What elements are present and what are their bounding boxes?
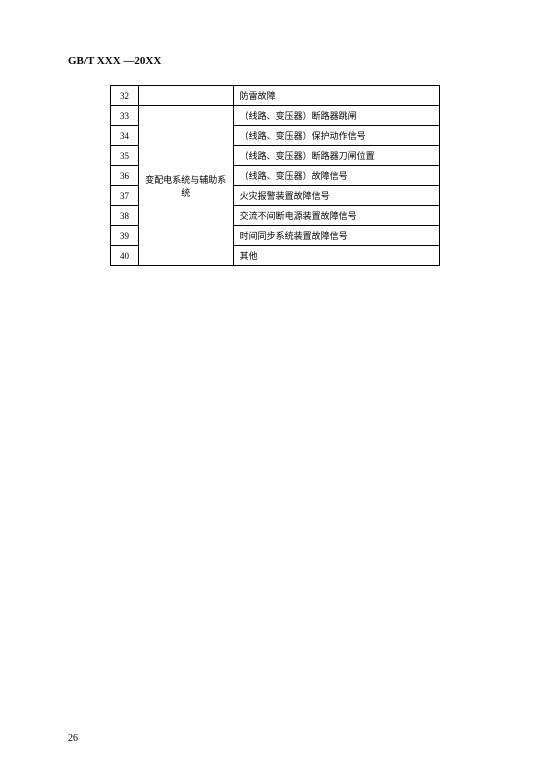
page-number: 26 xyxy=(68,733,78,744)
row-number: 35 xyxy=(111,146,139,166)
data-table: 32防雷故障33变配电系统与辅助系统（线路、变压器）断路器跳闸34（线路、变压器… xyxy=(110,85,440,266)
row-description: 火灾报警装置故障信号 xyxy=(233,186,439,206)
table-row: 32 防雷故障 xyxy=(111,86,440,106)
row-description: 防雷故障 xyxy=(233,86,439,106)
row-description: （线路、变压器）故障信号 xyxy=(233,166,439,186)
row-category xyxy=(138,86,233,106)
row-number: 33 xyxy=(111,106,139,126)
row-description: （线路、变压器）断路器刀闸位置 xyxy=(233,146,439,166)
row-number: 40 xyxy=(111,246,139,266)
row-number: 34 xyxy=(111,126,139,146)
row-number: 38 xyxy=(111,206,139,226)
row-description: （线路、变压器）断路器跳闸 xyxy=(233,106,439,126)
table-container: 32防雷故障33变配电系统与辅助系统（线路、变压器）断路器跳闸34（线路、变压器… xyxy=(110,85,478,266)
row-description: 其他 xyxy=(233,246,439,266)
table-row: 33变配电系统与辅助系统（线路、变压器）断路器跳闸 xyxy=(111,106,440,126)
row-number: 39 xyxy=(111,226,139,246)
document-header: GB/T XXX —20XX xyxy=(68,55,498,67)
row-description: 时间同步系统装置故障信号 xyxy=(233,226,439,246)
row-number: 37 xyxy=(111,186,139,206)
row-number: 32 xyxy=(111,86,139,106)
row-description: 交流不间断电源装置故障信号 xyxy=(233,206,439,226)
row-description: （线路、变压器）保护动作信号 xyxy=(233,126,439,146)
row-number: 36 xyxy=(111,166,139,186)
row-category: 变配电系统与辅助系统 xyxy=(138,106,233,266)
